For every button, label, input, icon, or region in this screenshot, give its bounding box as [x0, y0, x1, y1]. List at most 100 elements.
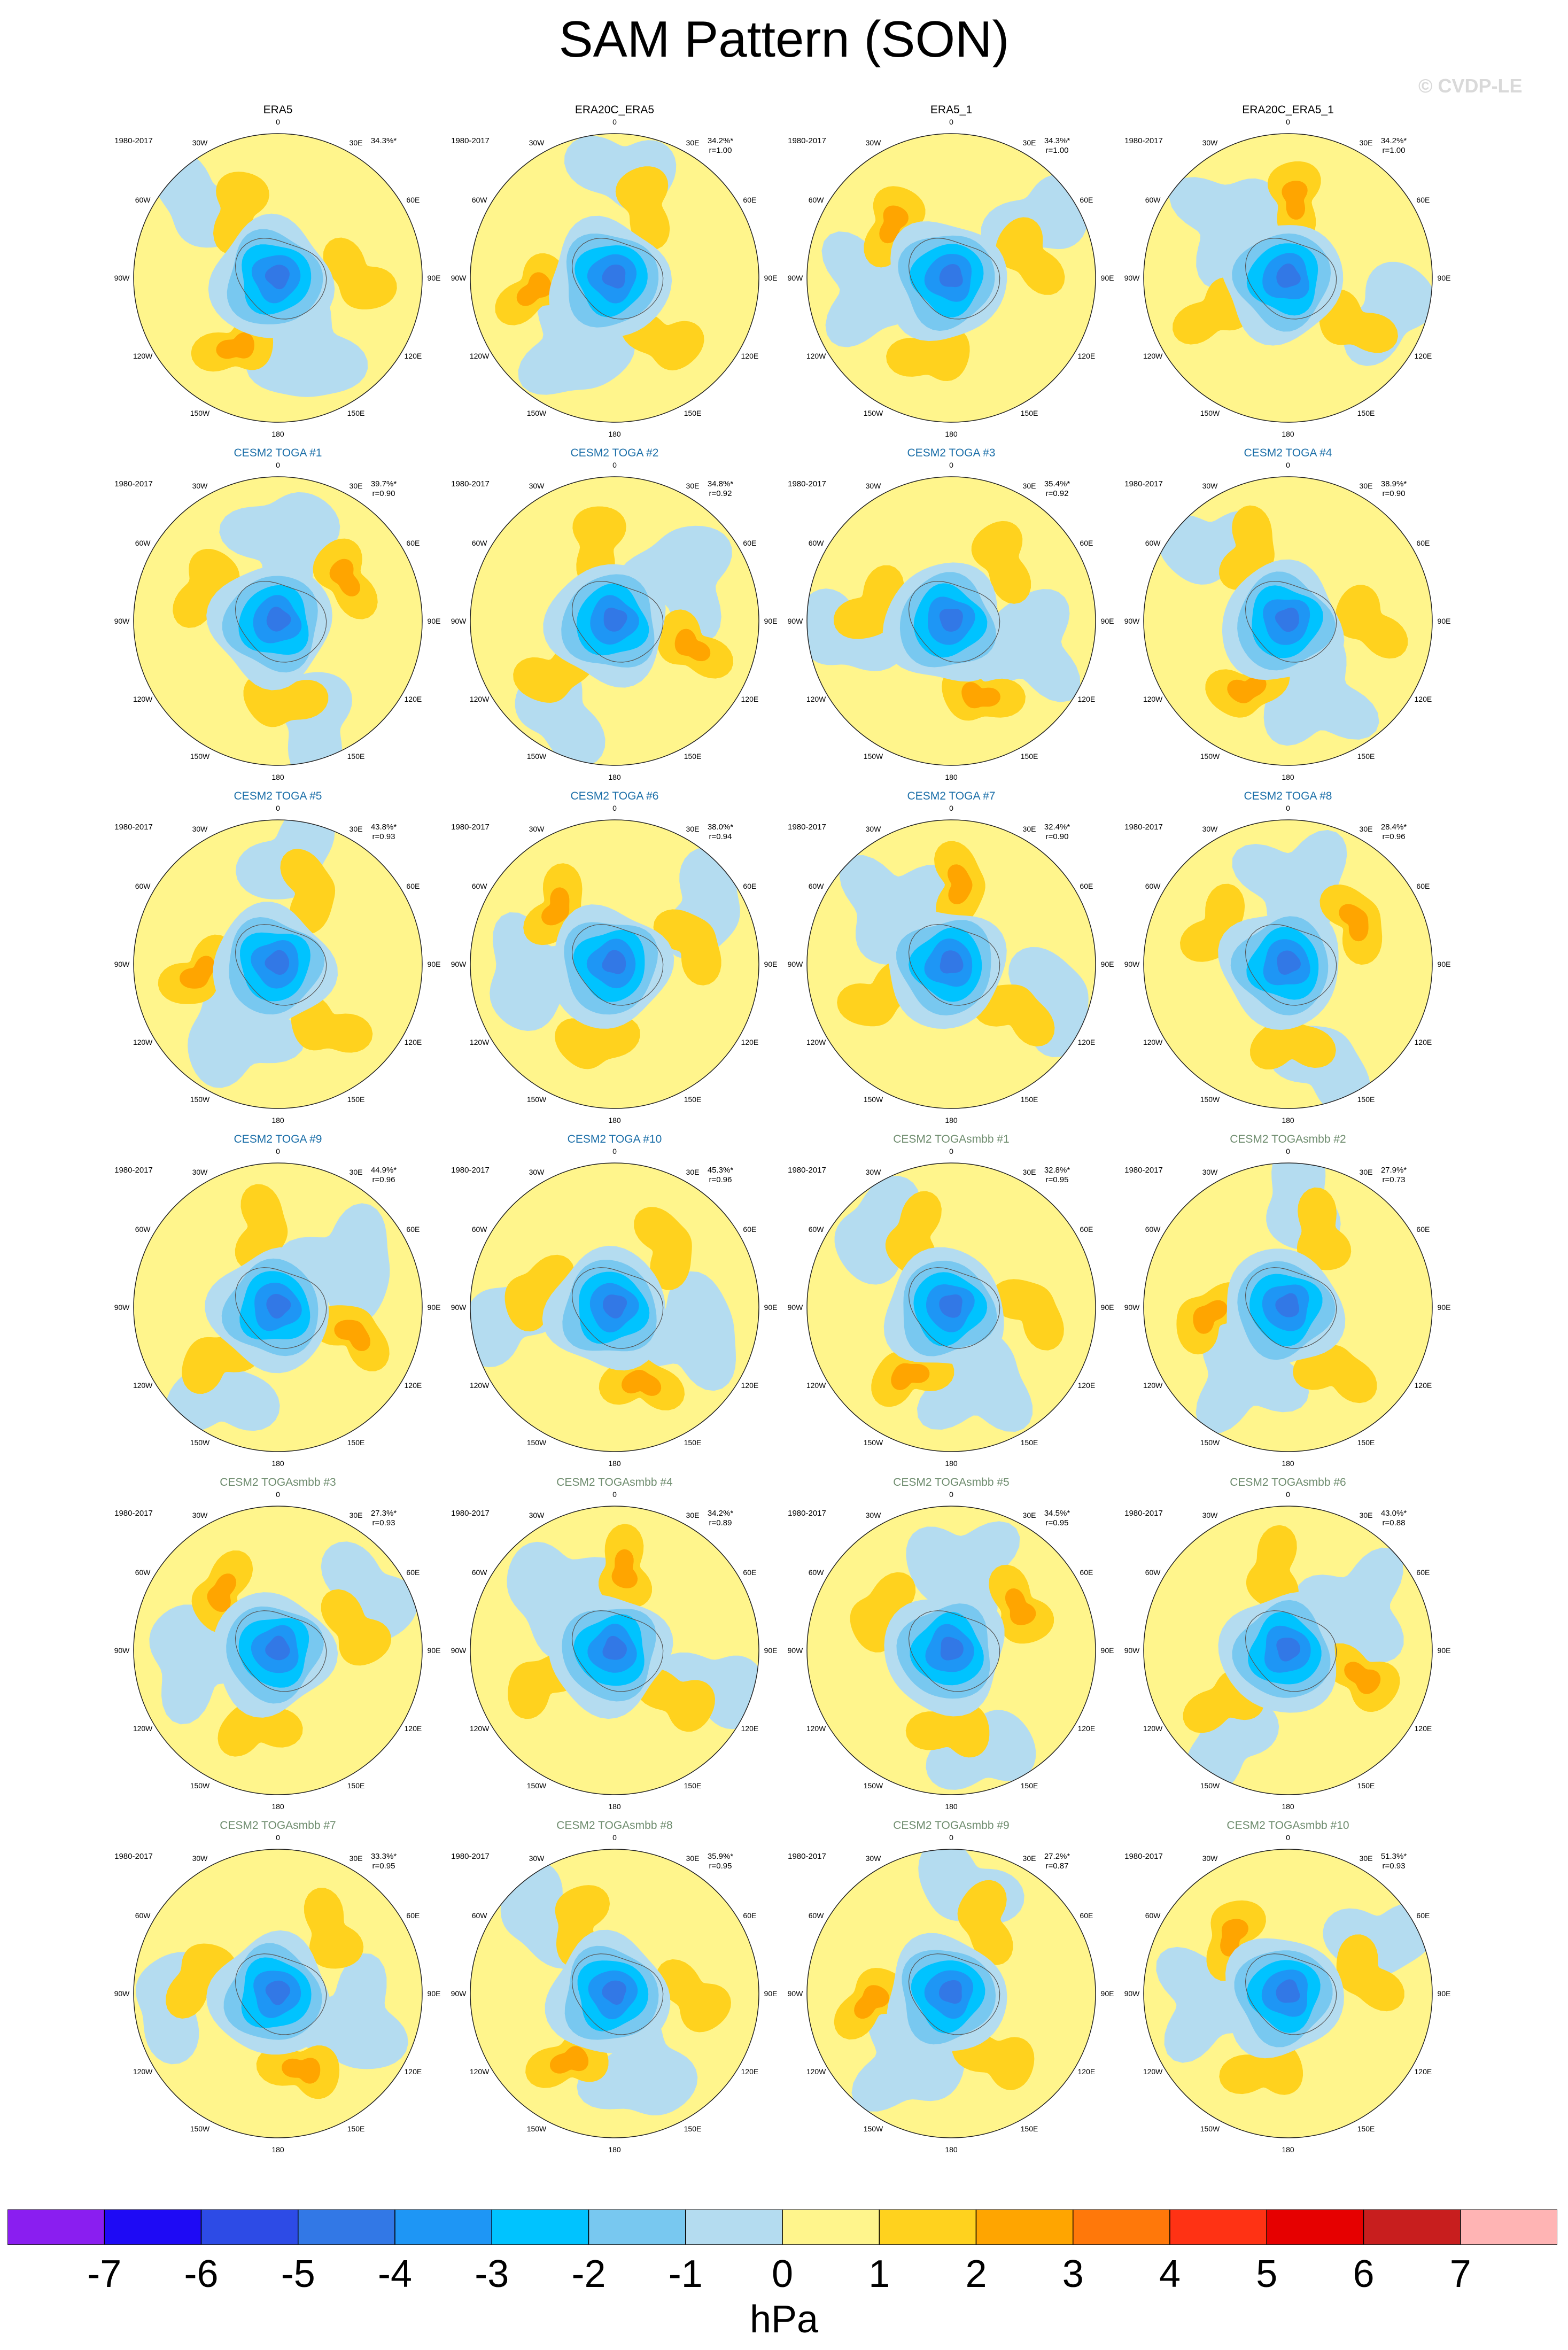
longitude-label: 60W [809, 1225, 825, 1234]
panel-pattern-correlation: r=0.93 [372, 1518, 395, 1527]
longitude-label: 120W [470, 1724, 490, 1733]
colorbar-swatch [394, 2209, 492, 2245]
longitude-label: 120W [806, 2067, 826, 2076]
longitude-label: 60W [809, 1568, 825, 1577]
longitude-label: 120W [1143, 2067, 1163, 2076]
panel-title: ERA5_1 [930, 104, 972, 116]
map-panel-10: 0 30E 60E 90E 120E 150E 180 150W 120W 90W 60W 30W CE… [451, 790, 778, 1124]
panel-title: CESM2 TOGAsmbb #9 [893, 1819, 1009, 1832]
positive-anomaly-ring [1179, 883, 1383, 1069]
longitude-label: 90E [1438, 274, 1451, 282]
longitude-label: 0 [1286, 1147, 1290, 1155]
longitude-label: 90W [114, 617, 130, 625]
map-boundary [806, 476, 1096, 766]
longitude-label: 120E [741, 1381, 759, 1390]
map-boundary [133, 1849, 423, 2138]
longitude-label: 30W [192, 1511, 208, 1519]
panel-period: 1980-2017 [788, 1509, 826, 1518]
colorbar-tick-label: -6 [184, 2253, 219, 2295]
longitude-label: 60W [135, 1911, 151, 1920]
colorbar-tick-label: 2 [965, 2253, 987, 2295]
longitude-label: 90W [1124, 1303, 1140, 1312]
longitude-label: 60W [135, 1568, 151, 1577]
map-panel-12: 0 30E 60E 90E 120E 150E 180 150W 120W 90W 60W 30W CE… [1124, 790, 1451, 1124]
positive-anomaly-ring [158, 849, 373, 1053]
longitude-label: 30E [350, 1168, 363, 1176]
panel-period: 1980-2017 [788, 1852, 826, 1861]
longitude-label: 30E [350, 482, 363, 490]
longitude-label: 150W [1200, 1781, 1220, 1790]
longitude-label: 60E [1416, 882, 1430, 890]
longitude-label: 0 [949, 461, 953, 469]
colorbar-swatch [1266, 2209, 1364, 2245]
figure-title: SAM Pattern (SON) [558, 11, 1010, 68]
central-low [206, 565, 332, 691]
colorbar-swatch [588, 2209, 686, 2245]
panel-variance-pct: 43.8%* [371, 823, 397, 832]
map-boundary [1143, 1506, 1433, 1795]
central-low [1225, 1938, 1344, 2059]
positive-anomaly-ring [1206, 1900, 1404, 2095]
longitude-label: 90W [451, 960, 467, 968]
longitude-label: 150E [1357, 2124, 1375, 2133]
longitude-label: 30E [1023, 138, 1036, 147]
longitude-label: 30W [529, 1168, 545, 1176]
panel-pattern-correlation: r=0.96 [1383, 832, 1406, 841]
longitude-label: 120E [405, 695, 422, 703]
longitude-label: 0 [612, 1490, 617, 1499]
longitude-label: 0 [612, 804, 617, 812]
panel-period: 1980-2017 [788, 823, 826, 832]
longitude-label: 150W [864, 752, 883, 761]
longitude-label: 60W [135, 1225, 151, 1234]
panel-period: 1980-2017 [451, 1852, 490, 1861]
colorbar-swatch [298, 2209, 395, 2245]
longitude-label: 120W [133, 1381, 153, 1390]
longitude-label: 180 [608, 1116, 621, 1124]
panel-variance-pct: 38.9%* [1381, 479, 1407, 488]
coastline [571, 1267, 664, 1349]
map-panel-13: 0 30E 60E 90E 120E 150E 180 150W 120W 90W 60W 30W CE… [114, 1133, 441, 1468]
colorbar-swatch [685, 2209, 783, 2245]
panel-title: CESM2 TOGAsmbb #1 [893, 1133, 1009, 1145]
coastline [1245, 1953, 1337, 2035]
longitude-label: 120E [1078, 2067, 1096, 2076]
colorbar-swatch [104, 2209, 202, 2245]
longitude-label: 150E [1357, 1095, 1375, 1104]
map-panel-11: 0 30E 60E 90E 120E 150E 180 150W 120W 90W 60W 30W CE… [788, 790, 1114, 1124]
longitude-label: 120W [133, 1038, 153, 1046]
longitude-label: 120E [1078, 352, 1096, 360]
longitude-label: 180 [945, 1116, 958, 1124]
longitude-label: 30W [529, 138, 545, 147]
longitude-label: 30E [1023, 1854, 1036, 1863]
longitude-label: 150W [1200, 2124, 1220, 2133]
longitude-label: 120W [806, 1381, 826, 1390]
positive-anomaly-ring [166, 1888, 364, 2099]
longitude-label: 180 [1282, 1459, 1294, 1468]
longitude-label: 60W [472, 1568, 488, 1577]
longitude-label: 150E [684, 1781, 702, 1790]
longitude-label: 150W [190, 409, 210, 417]
longitude-label: 120E [1415, 695, 1432, 703]
colorbar [7, 2209, 1557, 2245]
longitude-label: 30W [529, 1854, 545, 1863]
longitude-label: 90E [764, 960, 778, 968]
longitude-label: 120E [1078, 1381, 1096, 1390]
central-low [542, 1245, 666, 1371]
colorbar-tick-label: 5 [1256, 2253, 1278, 2295]
coastline [908, 1953, 1000, 2035]
longitude-label: 150E [347, 409, 365, 417]
longitude-label: 120W [470, 1038, 490, 1046]
coastline [908, 1610, 1000, 1692]
longitude-label: 150W [527, 409, 547, 417]
longitude-label: 90E [428, 1646, 441, 1655]
panel-pattern-correlation: r=0.93 [1383, 1862, 1406, 1871]
longitude-label: 150E [1021, 1438, 1038, 1447]
longitude-label: 90E [1438, 960, 1451, 968]
colorbar-tick-label: 4 [1159, 2253, 1181, 2295]
central-low [1220, 225, 1344, 346]
longitude-label: 180 [271, 773, 284, 781]
longitude-label: 30W [192, 825, 208, 833]
panel-pattern-correlation: r=0.95 [1046, 1175, 1069, 1184]
map-boundary [470, 1162, 759, 1452]
panel-variance-pct: 34.2%* [708, 1509, 734, 1518]
